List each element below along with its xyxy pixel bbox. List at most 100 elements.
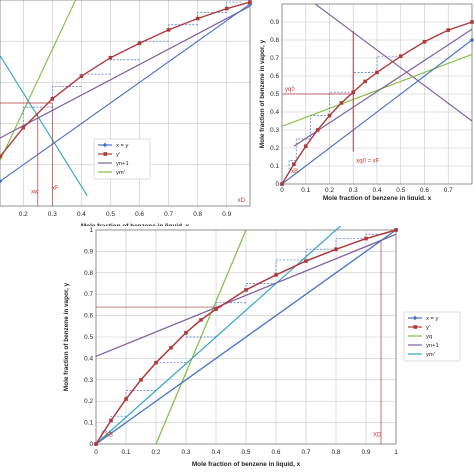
- equilibrium-marker: [334, 247, 338, 252]
- y-tick-label: 0.5: [84, 334, 93, 341]
- x-tick-label: 0.9: [222, 211, 231, 218]
- y-tick-label: 0.2: [84, 398, 93, 405]
- rectifying-line: [95, 233, 397, 357]
- y-tick-label: 0.3: [84, 377, 93, 384]
- xw-annotation: xw: [31, 190, 39, 196]
- equilibrium-marker: [0, 154, 2, 159]
- x-tick-label: 0.9: [362, 449, 371, 456]
- equilibrium-marker: [109, 418, 113, 423]
- chart-b-svg: 0 0.1 0.2 0.3 0.4 0.5 0.6 0.7 0.9 0.8 0.7 0.6 0.5 0.4…: [259, 3, 474, 200]
- y-axis-title: Mole fraction of benzene in vapor, y: [259, 39, 266, 148]
- equilibrium-marker: [124, 397, 128, 401]
- y-tick-label: 0.8: [84, 270, 93, 277]
- rectifying-line: [0, 5, 251, 139]
- legend-label: y': [116, 152, 120, 158]
- equilibrium-marker: [274, 273, 278, 277]
- legend-marker: [102, 142, 108, 148]
- stripping-line: [281, 53, 473, 127]
- chart-a-svg: 0.20.30.40.50.60.70.80.9xwxFxDMole fract…: [0, 0, 253, 230]
- legend-label: x = y: [116, 143, 129, 149]
- x-tick-label: 0.6: [272, 449, 281, 456]
- y-tick-label: 0.2: [270, 145, 279, 152]
- y-tick-label: 1: [89, 227, 93, 234]
- y-tick-label: 0.7: [84, 291, 93, 298]
- equilibrium-marker: [184, 330, 188, 335]
- x-tick-label: 0.2: [152, 449, 161, 456]
- legend-label: ym': [116, 170, 125, 176]
- rectifying-line: [293, 28, 473, 147]
- y-tick-label: 0.4: [84, 355, 93, 362]
- equilibrium-marker: [214, 307, 218, 311]
- x-tick-label: 0.6: [135, 211, 144, 218]
- x-tick-label: 0.1: [122, 449, 131, 456]
- chart-c-svg: 0 0.1 0.2 0.3 0.4 0.5 0.6 0.7 0.8 0.9 1 1 0.9 0.8 0.7 0…: [63, 226, 461, 468]
- feed-line: [0, 0, 77, 161]
- equilibrium-marker: [199, 318, 203, 322]
- equilibrium-marker: [339, 101, 344, 105]
- equilibrium-marker: [363, 79, 367, 84]
- x-tick-label: 0.3: [182, 449, 191, 456]
- equilibrium-marker: [470, 20, 474, 24]
- diagonal-line: [0, 3, 251, 182]
- equilibrium-marker: [79, 74, 84, 79]
- xd-annotation: xD: [238, 198, 246, 204]
- y-tick-label: 0.5: [270, 91, 279, 98]
- equilibrium-marker: [280, 182, 284, 186]
- x-tick-label: 0.2: [19, 211, 28, 218]
- legend-marker: [413, 325, 418, 329]
- xd-annotation: XD: [373, 433, 382, 439]
- equilibrium-marker: [248, 0, 252, 4]
- x-tick-label: 0.3: [48, 211, 57, 218]
- y-tick-label: 0.4: [270, 109, 279, 116]
- diagonal-marker: [469, 37, 474, 43]
- equilibrium-marker: [422, 40, 427, 44]
- x-axis-title: Mole fraction of benzene in liquid, x: [192, 461, 301, 468]
- equilibrium-marker: [315, 128, 320, 132]
- stripping-line: [0, 55, 88, 196]
- xb-annotation: XB: [105, 433, 113, 439]
- mccabe-steps: [101, 233, 381, 440]
- x-tick-label: 0.4: [212, 449, 221, 456]
- x-tick-label: 1: [394, 449, 398, 456]
- x-tick-label: 0.4: [373, 187, 382, 194]
- y-tick-label: 0.1: [84, 420, 93, 427]
- legend-label: ym': [426, 352, 435, 358]
- x-tick-label: 0.8: [193, 211, 202, 218]
- y-tick-label: 0: [89, 441, 93, 448]
- xf-annotation: xF: [52, 186, 59, 192]
- y-tick-label: 0.6: [270, 73, 279, 80]
- equilibrium-marker: [292, 162, 296, 166]
- equilibrium-marker: [375, 70, 379, 75]
- chart-panel-a: 0.20.30.40.50.60.70.80.9xwxFxDMole fract…: [0, 0, 254, 236]
- x-tick-label: 0.7: [444, 187, 453, 194]
- legend-marker: [103, 152, 108, 156]
- x-tick-label: 0.1: [301, 187, 310, 194]
- chart-panel-c: 0 0.1 0.2 0.3 0.4 0.5 0.6 0.7 0.8 0.9 1 1 0.9 0.8 0.7 0…: [56, 226, 474, 474]
- x-tick-label: 0.5: [396, 187, 405, 194]
- equilibrium-marker: [139, 378, 143, 382]
- legend-label: yn+1: [426, 343, 439, 349]
- diagonal-line: [95, 229, 397, 445]
- y-tick-label: 0.7: [270, 55, 279, 62]
- yq-annotation: yq0: [285, 87, 295, 93]
- equilibrium-marker: [21, 125, 26, 130]
- equilibrium-marker: [224, 6, 229, 11]
- x-axis-title: Mole fraction of benzene in liquid, x: [323, 195, 432, 200]
- legend-marker: [412, 315, 418, 321]
- equilibrium-marker: [108, 55, 113, 60]
- y-tick-label: 0.8: [270, 37, 279, 44]
- x-tick-label: 0.5: [106, 211, 115, 218]
- equilibrium-marker: [398, 54, 403, 58]
- upper-operating-line: [314, 3, 473, 122]
- mccabe-steps: [288, 55, 401, 174]
- equilibrium-marker: [195, 16, 200, 21]
- equilibrium-marker: [169, 345, 173, 350]
- equilibrium-marker: [50, 97, 55, 101]
- stripping-line: [95, 226, 342, 445]
- x-tick-label: 0.8: [332, 449, 341, 456]
- legend-label: yq: [426, 334, 432, 340]
- equilibrium-marker: [244, 288, 248, 292]
- legend-label: yn+1: [116, 161, 129, 167]
- plot-frame: [0, 0, 251, 207]
- equilibrium-marker: [304, 259, 308, 263]
